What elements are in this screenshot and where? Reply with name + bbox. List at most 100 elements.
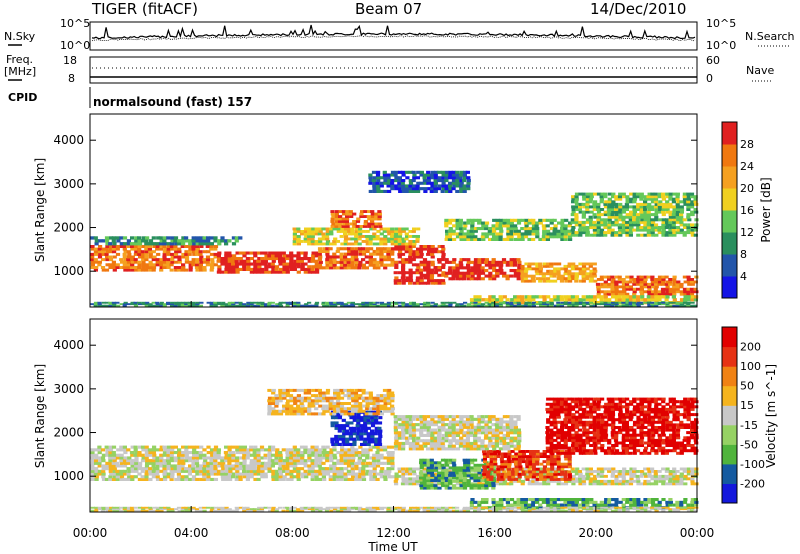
velocity-cell: [545, 431, 550, 435]
power-cell: [227, 270, 232, 274]
power-cell: [581, 264, 587, 268]
velocity-cell: [359, 424, 364, 428]
velocity-cell: [260, 461, 265, 465]
power-cell: [690, 210, 695, 214]
power-cell: [564, 279, 569, 283]
velocity-cell: [337, 416, 342, 420]
power-cell: [289, 251, 294, 255]
velocity-cell: [166, 448, 171, 452]
power-cell: [292, 303, 297, 306]
velocity-cell: [528, 460, 533, 464]
velocity-cell: [459, 474, 464, 477]
power-cell: [567, 262, 572, 266]
power-cell: [469, 298, 475, 302]
power-cell: [459, 189, 464, 193]
power-cell: [174, 260, 179, 264]
power-cell: [365, 260, 370, 264]
power-cell: [133, 242, 138, 246]
power-cell: [614, 295, 619, 299]
velocity-cell: [360, 442, 365, 446]
velocity-cell: [341, 440, 346, 444]
velocity-cell: [679, 482, 684, 486]
power-cell: [607, 200, 612, 204]
velocity-cell: [260, 456, 265, 460]
velocity-cell: [553, 449, 558, 453]
power-cell: [463, 224, 468, 228]
velocity-cell: [665, 482, 670, 486]
power-cell: [651, 304, 656, 307]
power-cell: [354, 249, 359, 253]
power-cell: [466, 229, 471, 233]
power-cell: [556, 301, 561, 304]
velocity-cell: [444, 468, 449, 472]
power-cell: [227, 304, 233, 307]
velocity-cell: [447, 479, 452, 482]
power-cell: [491, 237, 496, 241]
noise-right-label: N.Search: [745, 30, 795, 43]
power-cell: [358, 232, 363, 236]
power-cell: [484, 227, 489, 231]
velocity-cell: [512, 479, 517, 483]
velocity-cell: [481, 477, 486, 481]
power-cell: [657, 210, 662, 214]
power-cell: [675, 301, 680, 304]
velocity-cell: [220, 456, 225, 460]
power-cell: [517, 218, 522, 222]
velocity-cell: [426, 471, 431, 475]
power-cell: [657, 226, 662, 229]
velocity-cell: [351, 472, 356, 476]
power-cell: [352, 212, 357, 216]
power-cell: [596, 226, 601, 229]
power-cell: [650, 218, 655, 222]
power-cell: [343, 260, 348, 264]
velocity-cell: [430, 477, 435, 481]
velocity-cell: [322, 467, 327, 471]
velocity-cell: [607, 470, 612, 473]
power-cell: [603, 231, 608, 235]
power-cell: [466, 176, 471, 180]
power-cell: [445, 232, 450, 236]
power-cell: [151, 301, 156, 304]
power-cell: [477, 221, 482, 225]
velocity-cell: [252, 451, 257, 455]
power-cell: [433, 184, 438, 188]
velocity-cell: [354, 464, 359, 468]
power-cell: [404, 258, 409, 262]
power-cell: [639, 278, 644, 281]
power-cell: [369, 227, 374, 231]
power-cell: [654, 295, 659, 299]
power-cell: [329, 304, 334, 307]
velocity-cell: [643, 474, 649, 478]
power-cell: [257, 304, 262, 307]
power-cell: [314, 242, 319, 246]
power-cell: [672, 287, 677, 291]
power-cell: [477, 258, 482, 262]
power-cell: [585, 197, 591, 201]
velocity-cell: [426, 468, 431, 472]
power-cell: [495, 269, 500, 273]
velocity-cell: [545, 446, 550, 450]
velocity-cell: [277, 467, 283, 471]
velocity-cell: [375, 472, 380, 476]
power-cell: [350, 237, 355, 241]
power-cell: [220, 304, 225, 307]
velocity-cell: [458, 476, 463, 480]
velocity-cell: [509, 479, 514, 483]
power-cell: [141, 236, 146, 240]
velocity-cell: [564, 470, 569, 474]
velocity-cell: [433, 482, 438, 486]
power-cell: [108, 303, 113, 306]
power-cell: [651, 282, 656, 286]
power-cell: [155, 258, 160, 262]
velocity-cell: [332, 448, 337, 452]
power-cell: [177, 303, 182, 306]
power-cell: [257, 251, 262, 255]
power-cell: [119, 236, 124, 240]
power-cell: [177, 255, 182, 259]
power-cell: [278, 301, 283, 304]
power-cell: [400, 252, 406, 256]
velocity-cell: [397, 470, 403, 473]
power-cell: [397, 176, 402, 180]
velocity-cell: [646, 482, 651, 486]
power-cell: [556, 277, 561, 281]
